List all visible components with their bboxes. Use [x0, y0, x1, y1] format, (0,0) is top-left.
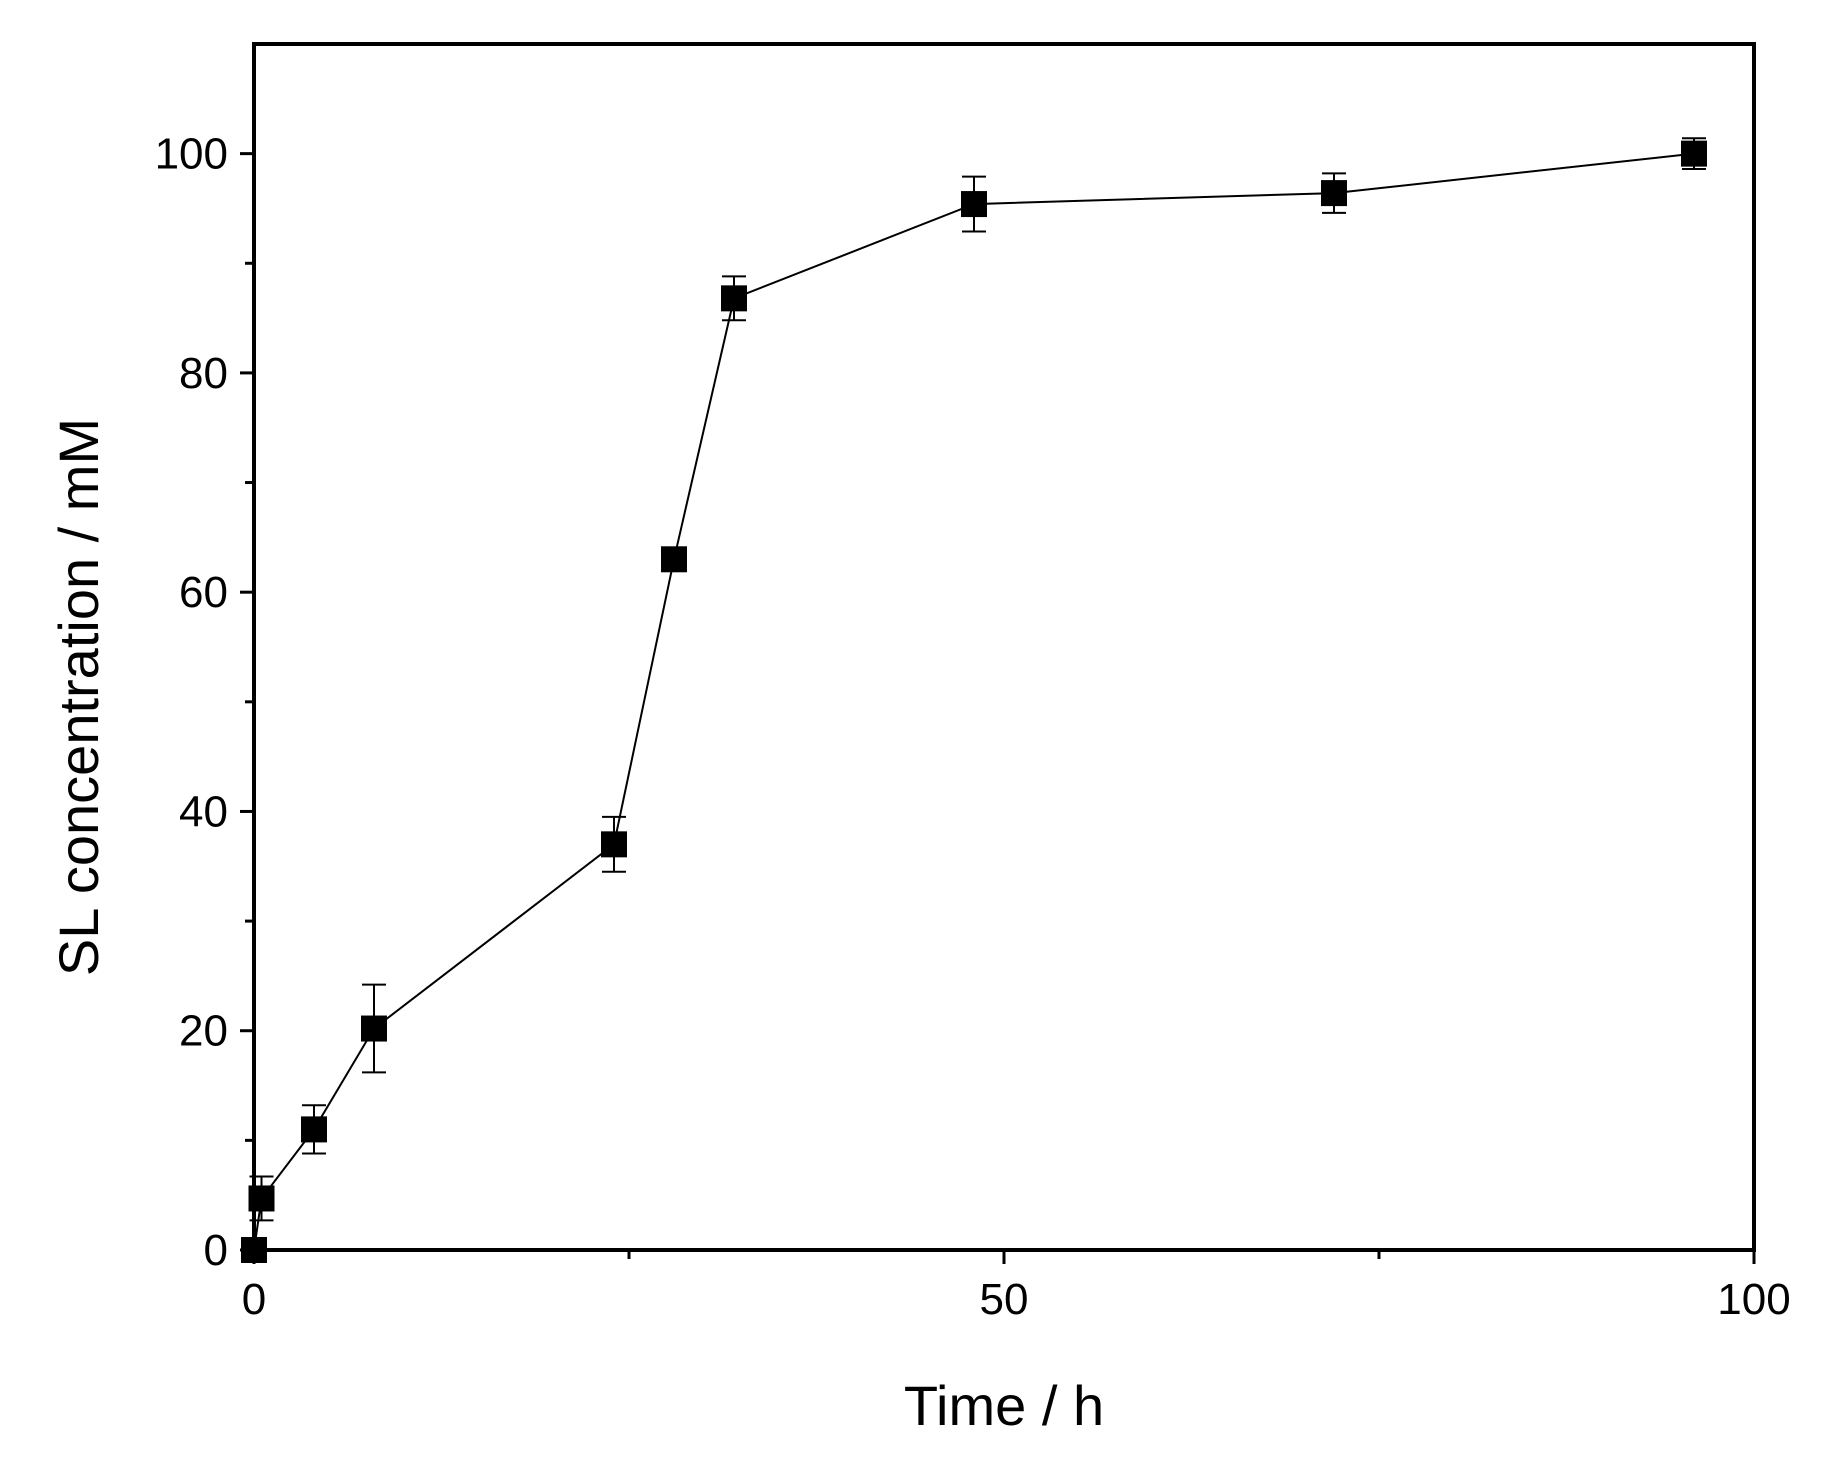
x-tick-label: 100 [1717, 1275, 1790, 1324]
x-tick-label: 50 [980, 1275, 1029, 1324]
y-tick-label: 40 [179, 787, 228, 836]
data-point [1321, 180, 1347, 207]
data-point [601, 831, 627, 858]
data-point [361, 1015, 387, 1042]
data-point [961, 191, 987, 218]
plot-frame [252, 42, 1756, 1252]
axis-ticks [240, 152, 1756, 1264]
series-line [253, 152, 1695, 1251]
error-bars [249, 137, 1706, 1222]
y-axis-title: SL concentration / mM [47, 418, 110, 976]
y-tick-label: 20 [179, 1007, 228, 1056]
data-point [301, 1116, 327, 1143]
data-point [1681, 140, 1707, 167]
y-tick-label: 60 [179, 568, 228, 617]
tick-labels: 0 50 100 0 20 40 60 80 100 [155, 130, 1791, 1324]
x-tick-label: 0 [242, 1275, 266, 1324]
y-tick-label: 0 [204, 1226, 228, 1275]
data-point [721, 285, 747, 312]
y-tick-label: 80 [179, 349, 228, 398]
x-axis-title: Time / h [904, 1374, 1104, 1437]
y-tick-label: 100 [155, 130, 228, 179]
series-line-group [253, 152, 1695, 1251]
data-point [661, 546, 687, 573]
data-points [241, 140, 1707, 1263]
